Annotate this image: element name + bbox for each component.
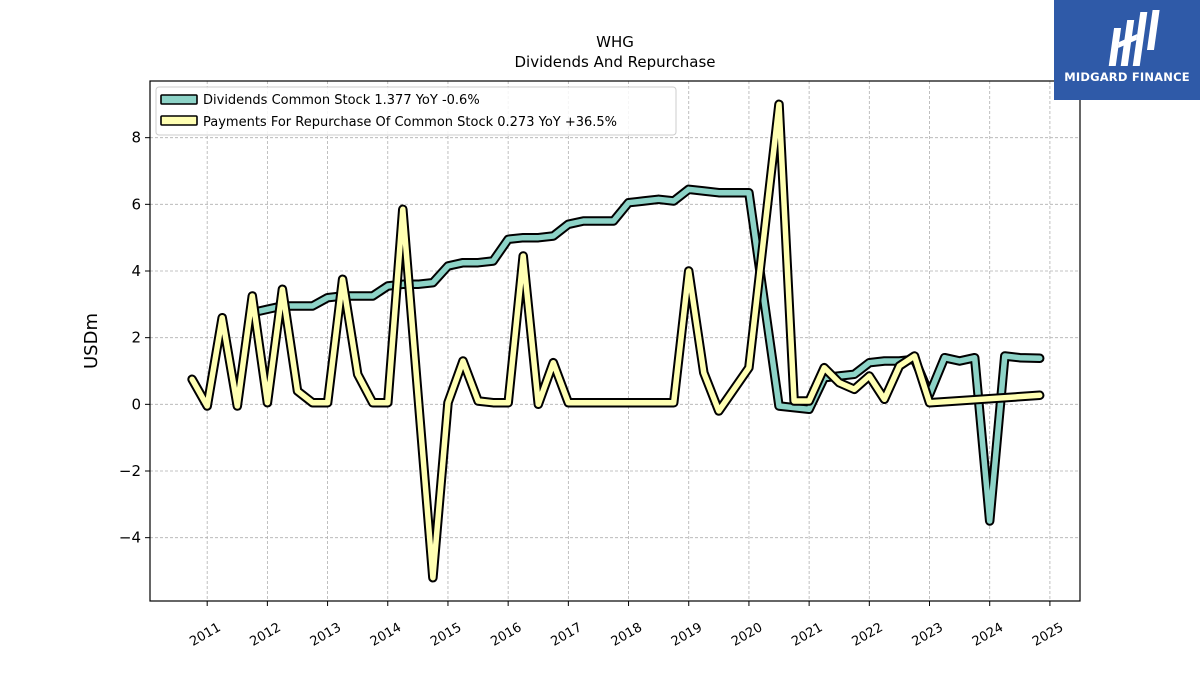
brand-logo: MIDGARD FINANCE xyxy=(1054,0,1200,100)
brand-name: MIDGARD FINANCE xyxy=(1064,70,1190,84)
x-tick-label: 2013 xyxy=(308,620,344,650)
y-tick-label: 2 xyxy=(131,329,141,347)
series-lines xyxy=(187,99,1045,583)
x-tick-label: 2011 xyxy=(187,620,223,650)
x-tick-label: 2023 xyxy=(910,620,946,650)
x-tick-label: 2012 xyxy=(248,620,284,650)
legend-box xyxy=(155,86,677,136)
x-tick-label: 2017 xyxy=(549,620,585,650)
chart-subtitle: Dividends And Repurchase xyxy=(514,53,715,71)
legend-swatch-dividends xyxy=(160,94,198,105)
y-axis: −4 −2 0 2 4 6 8 xyxy=(119,129,150,547)
x-tick-label: 2014 xyxy=(368,620,404,650)
x-tick-label: 2019 xyxy=(669,620,705,650)
x-axis: 2011 2012 2013 2014 2015 2016 2017 2018 2019 2020… xyxy=(187,601,1066,650)
y-tick-label: 6 xyxy=(131,195,141,213)
legend-swatch-repurchase xyxy=(160,115,198,126)
x-tick-label: 2020 xyxy=(729,620,765,650)
chart-title: WHG xyxy=(596,33,634,51)
y-axis-label: USDm xyxy=(81,313,102,369)
x-tick-label: 2021 xyxy=(789,620,825,650)
y-tick-label: 4 xyxy=(131,262,141,280)
y-tick-label: 0 xyxy=(131,395,141,413)
plot-frame xyxy=(149,80,1081,602)
x-tick-label: 2024 xyxy=(970,620,1006,650)
y-tick-label: 8 xyxy=(131,129,141,147)
y-tick-label: −4 xyxy=(119,529,141,547)
series-outline-repurchase xyxy=(187,99,1045,583)
legend-label-dividends: Dividends Common Stock 1.377 YoY -0.6% xyxy=(203,93,480,108)
x-tick-label: 2016 xyxy=(488,620,524,650)
x-tick-label: 2018 xyxy=(609,620,645,650)
x-tick-label: 2025 xyxy=(1030,620,1066,650)
series-line-repurchase xyxy=(189,101,1043,581)
x-tick-label: 2015 xyxy=(428,620,464,650)
legend: Dividends Common Stock 1.377 YoY -0.6% P… xyxy=(155,86,677,136)
legend-label-repurchase: Payments For Repurchase Of Common Stock … xyxy=(203,115,617,130)
brand-mark-icon xyxy=(1108,10,1160,66)
y-tick-label: −2 xyxy=(119,462,141,480)
x-tick-label: 2022 xyxy=(849,620,885,650)
